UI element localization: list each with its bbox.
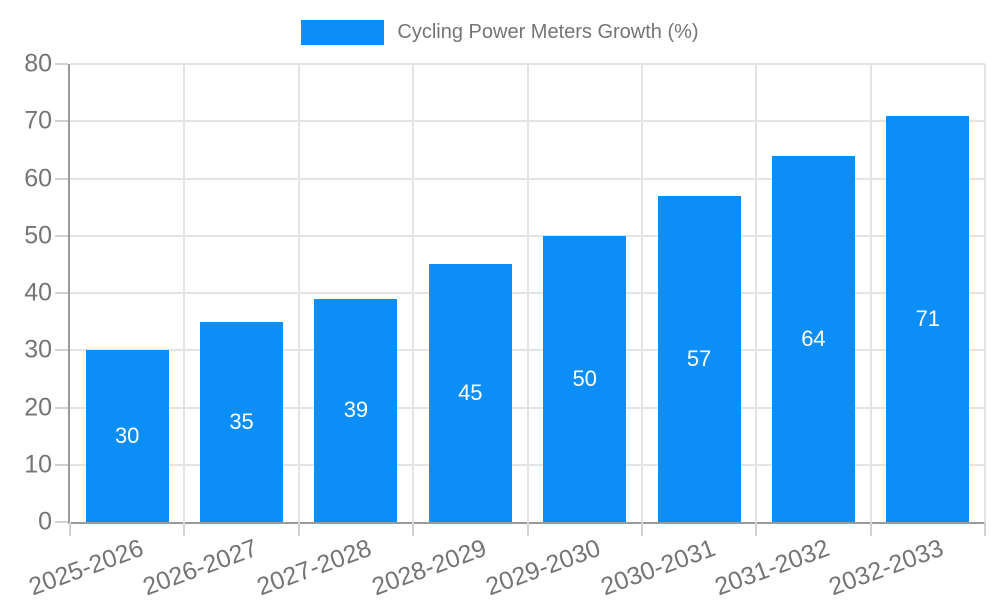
legend[interactable]: Cycling Power Meters Growth (%) [0, 20, 1000, 45]
bar[interactable]: 35 [200, 321, 284, 522]
y-axis-tick [55, 177, 68, 180]
bar-value-label: 71 [915, 305, 941, 331]
y-axis-tick-label: 30 [24, 335, 52, 364]
x-axis-tick [869, 522, 872, 536]
x-axis-tick [69, 522, 71, 536]
x-axis-tick [297, 522, 300, 536]
x-axis-tick-label: 2026-2027 [139, 534, 262, 600]
gridline-vertical [984, 64, 986, 522]
bar[interactable]: 45 [428, 264, 512, 522]
x-axis-tick-label: 2029-2030 [482, 534, 605, 600]
x-axis-tick-label: 2028-2029 [367, 534, 490, 600]
x-axis-tick [984, 522, 986, 536]
y-axis-tick-label: 80 [24, 49, 52, 78]
y-axis-tick-label: 60 [24, 164, 52, 192]
y-axis-tick-label: 50 [24, 221, 52, 250]
y-axis-tick-label: 20 [24, 393, 52, 421]
bar[interactable]: 71 [886, 115, 970, 522]
bar-value-label: 30 [114, 423, 140, 449]
x-axis-tick [640, 522, 643, 536]
bar-value-label: 50 [572, 365, 597, 391]
gridline-vertical [526, 64, 529, 522]
y-axis-tick [55, 521, 68, 523]
y-axis-tick-label: 10 [24, 450, 52, 479]
x-axis-tick [412, 522, 415, 536]
gridline-vertical [755, 64, 758, 522]
y-axis-tick [55, 234, 68, 237]
bar-value-label: 39 [343, 397, 369, 423]
gridline-vertical [640, 64, 643, 522]
bar[interactable]: 39 [314, 298, 398, 522]
bar[interactable]: 30 [85, 350, 169, 522]
plot-area: 0 10 20 30 40 50 60 70 80 30 2025-2026 35 2026-2027 3… [24, 50, 986, 600]
y-axis-tick-label: 40 [24, 278, 52, 307]
y-axis-tick [55, 63, 68, 65]
y-axis-tick [55, 120, 68, 123]
y-axis-tick [55, 349, 68, 352]
bar-value-label: 57 [686, 345, 712, 371]
legend-label: Cycling Power Meters Growth (%) [397, 21, 699, 43]
bar-value-label: 45 [458, 380, 483, 406]
gridline-vertical [297, 64, 300, 522]
bar[interactable]: 57 [657, 195, 741, 522]
bar[interactable]: 64 [771, 155, 855, 522]
x-axis-tick-label: 2027-2028 [253, 534, 376, 600]
legend-swatch [301, 20, 385, 45]
bar-value-label: 35 [229, 408, 254, 434]
x-axis-tick [526, 522, 529, 536]
x-axis-tick [755, 522, 758, 536]
bar[interactable]: 50 [543, 235, 627, 522]
x-axis-tick-label: 2030-2031 [596, 534, 719, 600]
y-axis-tick [55, 292, 68, 294]
y-axis-tick [55, 406, 68, 409]
bar-value-label: 64 [801, 325, 826, 351]
y-axis-tick-label: 70 [24, 106, 52, 135]
x-axis-tick-label: 2025-2026 [24, 534, 147, 600]
gridline-vertical [412, 64, 415, 522]
gridline-vertical [183, 64, 186, 522]
x-axis-tick-label: 2032-2033 [825, 534, 948, 600]
x-axis-tick [183, 522, 186, 536]
x-axis-tick-label: 2031-2032 [711, 534, 834, 600]
y-axis-tick [55, 463, 68, 466]
gridline-vertical [869, 64, 872, 522]
y-axis-tick-label: 0 [38, 507, 52, 536]
